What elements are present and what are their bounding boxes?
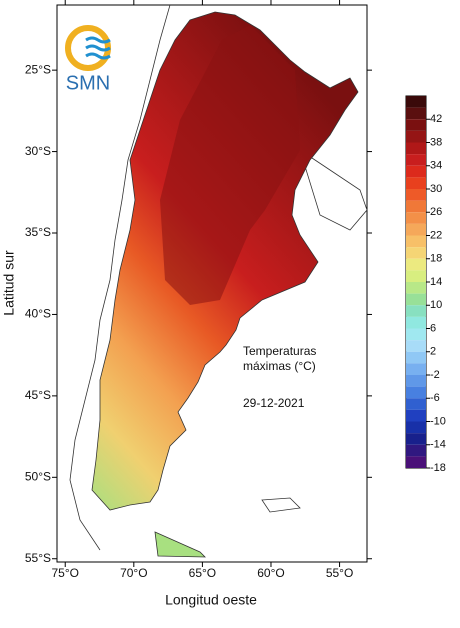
colorbar-label: -18: [430, 462, 446, 474]
hot-region: [160, 25, 300, 305]
malvinas: [261, 497, 301, 513]
colorbar-segment: [406, 130, 426, 143]
y-tick-label: 40°S: [25, 307, 51, 321]
colorbar-segment: [406, 200, 426, 213]
chile-coast: [69, 4, 171, 551]
colorbar-label: 10: [430, 299, 442, 311]
colorbar-segment: [406, 142, 426, 155]
x-tick-label: 55°O: [326, 566, 353, 580]
y-tick-label: 30°S: [25, 144, 51, 158]
colorbar-segment: [406, 316, 426, 329]
x-axis-label: Longitud oeste: [165, 592, 257, 608]
y-tick-label: 50°S: [25, 469, 51, 483]
colorbar-segment: [406, 351, 426, 364]
colorbar-label: 18: [430, 253, 442, 265]
colorbar-segment: [406, 235, 426, 248]
colorbar-label: 34: [430, 160, 442, 172]
colorbar-segment: [406, 375, 426, 387]
colorbar-segment: [406, 189, 426, 201]
y-axis-label: Latitud sur: [1, 250, 17, 316]
colorbar-segment: [406, 293, 426, 306]
colorbar-segment: [406, 270, 426, 282]
x-tick-label: 60°O: [257, 566, 284, 580]
y-tick-label: 55°S: [25, 551, 51, 565]
colorbar-segment: [406, 119, 426, 131]
colorbar-segment: [406, 282, 426, 294]
colorbar-segment: [406, 421, 426, 434]
colorbar-segment: [406, 386, 426, 399]
colorbar-segment: [406, 247, 426, 259]
colorbar-segment: [406, 165, 426, 178]
colorbar-label: 42: [430, 113, 442, 125]
colorbar-label: 30: [430, 183, 442, 195]
colorbar-segment: [406, 328, 426, 341]
logo-waves: [85, 36, 111, 60]
y-tick-label: 35°S: [25, 225, 51, 239]
colorbar-label: -2: [430, 369, 440, 381]
colorbar-segment: [406, 340, 426, 352]
colorbar-label: -6: [430, 392, 440, 404]
colorbar-label: 22: [430, 229, 442, 241]
colorbar-segment: [406, 444, 426, 457]
colorbar-label: -10: [430, 415, 446, 427]
annotation-date: 29-12-2021: [243, 396, 305, 410]
colorbar-segment: [406, 398, 426, 410]
colorbar-segment: [406, 258, 426, 271]
colorbar-label: -14: [430, 439, 446, 451]
colorbar-segment: [406, 409, 426, 422]
colorbar-segment: [406, 223, 426, 236]
logo: SMN: [65, 25, 111, 94]
y-tick-label: 45°S: [25, 388, 51, 402]
annotation-line: máximas (°C): [243, 359, 316, 373]
x-tick-label: 65°O: [189, 566, 216, 580]
colorbar-label: 38: [430, 136, 442, 148]
colorbar-segment: [406, 212, 426, 224]
uruguay-border: [299, 149, 368, 231]
colorbar-label: 26: [430, 206, 442, 218]
colorbar-segment: [406, 456, 426, 468]
x-tick-label: 75°O: [51, 566, 78, 580]
annotation-line: Temperaturas: [243, 344, 316, 358]
colorbar-segment: [406, 177, 426, 189]
colorbar-segment: [406, 433, 426, 445]
logo-text: SMN: [66, 72, 110, 94]
colorbar-segment: [406, 154, 426, 166]
colorbar-segment: [406, 96, 426, 108]
colorbar-label: 6: [430, 322, 436, 334]
x-tick-label: 70°O: [120, 566, 147, 580]
colorbar-segment: [406, 305, 426, 317]
colorbar-label: 2: [430, 346, 436, 358]
tierra-del-fuego: [154, 531, 206, 558]
colorbar-segment: [406, 107, 426, 120]
colorbar-segment: [406, 363, 426, 375]
colorbar-label: 14: [430, 276, 442, 288]
y-tick-label: 25°S: [25, 62, 51, 76]
